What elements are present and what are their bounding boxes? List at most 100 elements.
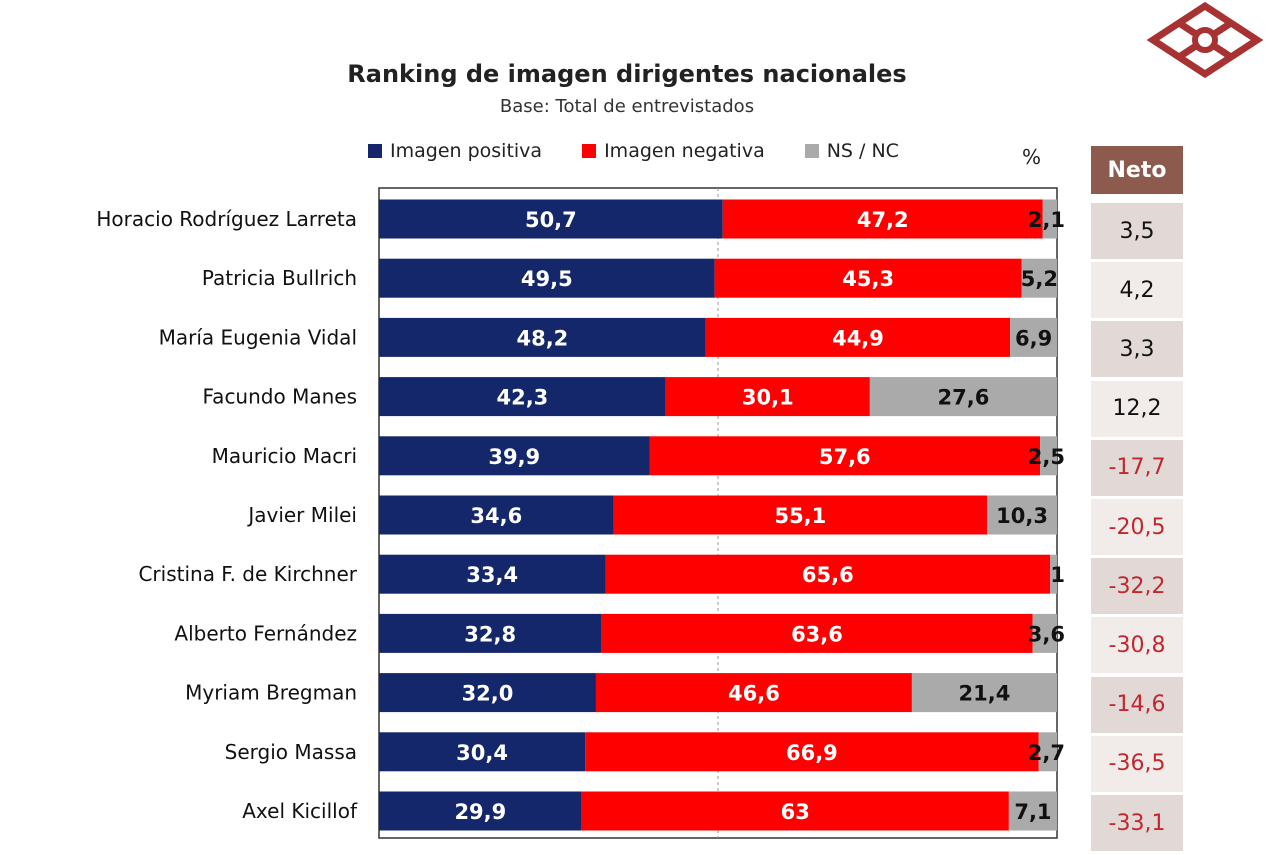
bar-segment	[379, 673, 596, 713]
bar-segment	[581, 791, 1009, 831]
data-label: 45,3	[842, 267, 894, 291]
neto-cell: -30,8	[1091, 617, 1183, 674]
data-label: 30,1	[742, 386, 794, 410]
data-label: 1	[1050, 563, 1065, 587]
category-label: Mauricio Macri	[212, 444, 357, 468]
data-label: 34,6	[470, 504, 522, 528]
data-label: 47,2	[857, 208, 909, 232]
category-label: Patricia Bullrich	[202, 266, 357, 290]
category-label: Sergio Massa	[225, 740, 357, 764]
data-label: 63	[781, 800, 810, 824]
data-label: 33,4	[466, 563, 518, 587]
data-label: 66,9	[786, 741, 838, 765]
legend-label-negative: Imagen negativa	[604, 140, 765, 162]
bar-segment	[1040, 436, 1057, 476]
bar-segment	[585, 732, 1039, 772]
neto-cell: 3,5	[1091, 203, 1183, 259]
legend-label-nsnc: NS / NC	[826, 140, 899, 162]
percent-unit-label: %	[1022, 145, 1042, 169]
bar-segment	[1032, 613, 1057, 653]
bar-segment	[595, 673, 912, 713]
category-label: Cristina F. de Kirchner	[138, 562, 357, 586]
data-label: 63,6	[791, 622, 843, 646]
legend-swatch-nsnc	[804, 144, 819, 158]
chart-title: Ranking de imagen dirigentes nacionales	[347, 60, 907, 88]
data-label: 3,6	[1028, 622, 1065, 646]
legend-swatch-positive	[368, 144, 382, 158]
data-label: 32,0	[462, 682, 514, 706]
bar-segment	[379, 317, 706, 357]
legend: Imagen positiva Imagen negativa NS / NC	[368, 140, 939, 162]
data-label: 29,9	[454, 800, 506, 824]
neto-cell: 4,2	[1091, 262, 1183, 319]
bar-segment	[722, 199, 1043, 239]
category-label: Horacio Rodríguez Larreta	[96, 207, 357, 231]
bar-segment	[911, 673, 1057, 713]
legend-item-negative: Imagen negativa	[582, 140, 765, 162]
bar-segment	[1021, 258, 1057, 298]
neto-cell: -33,1	[1091, 795, 1183, 851]
data-label: 39,9	[488, 445, 540, 469]
data-label: 42,3	[496, 386, 548, 410]
data-label: 46,6	[728, 682, 780, 706]
data-label: 27,6	[938, 386, 990, 410]
diamond-lattice-logo	[1146, 1, 1264, 79]
category-label: Axel Kicillof	[242, 799, 358, 823]
bar-segment	[613, 495, 988, 535]
data-label: 5,2	[1021, 267, 1058, 291]
data-label: 6,9	[1015, 326, 1052, 350]
bar-segment	[1038, 732, 1057, 772]
data-label: 2,1	[1028, 208, 1065, 232]
category-label: Myriam Bregman	[185, 681, 357, 705]
neto-cell: -20,5	[1091, 499, 1183, 555]
data-label: 10,3	[996, 504, 1048, 528]
bar-segment	[714, 258, 1022, 298]
data-label: 7,1	[1014, 800, 1051, 824]
bar-segment	[1050, 554, 1057, 594]
neto-cell: -14,6	[1091, 676, 1183, 733]
data-label: 44,9	[832, 326, 884, 350]
legend-label-positive: Imagen positiva	[390, 140, 543, 162]
bar-segment	[705, 317, 1011, 357]
legend-item-positive: Imagen positiva	[368, 140, 542, 162]
data-label: 50,7	[525, 208, 577, 232]
bar-segment	[1010, 317, 1057, 357]
bar-segment	[869, 377, 1057, 417]
data-label: 30,4	[456, 741, 508, 765]
data-label: 65,6	[802, 563, 854, 587]
bar-segment	[379, 732, 586, 772]
bar-segment	[379, 495, 614, 535]
category-label: Alberto Fernández	[174, 621, 357, 645]
bar-segment	[379, 791, 582, 831]
category-label: Javier Milei	[246, 503, 357, 527]
neto-cell: -17,7	[1091, 439, 1183, 496]
bar-segment	[665, 377, 870, 417]
bar-segment	[987, 495, 1057, 535]
legend-swatch-negative	[582, 144, 597, 158]
neto-cell: 3,3	[1091, 321, 1183, 378]
bar-segment	[379, 554, 606, 594]
neto-cell: 12,2	[1091, 380, 1183, 437]
bar-segment	[605, 554, 1051, 594]
category-label: María Eugenia Vidal	[159, 325, 357, 349]
data-label: 2,5	[1028, 445, 1065, 469]
bar-segment	[1042, 199, 1057, 239]
neto-cell: -36,5	[1091, 735, 1183, 792]
stacked-bar-chart: Horacio Rodríguez Larreta 50,7 47,2 2,1 Patr…	[96, 187, 1065, 839]
category-label: Facundo Manes	[203, 385, 357, 409]
neto-cell: -32,2	[1091, 558, 1183, 615]
data-label: 48,2	[516, 326, 568, 350]
data-label: 2,7	[1028, 741, 1065, 765]
bar-segment	[601, 613, 1033, 653]
bar-segment	[379, 377, 666, 417]
bar-segment	[379, 436, 650, 476]
data-label: 49,5	[521, 267, 573, 291]
bar-segment	[1008, 791, 1057, 831]
legend-item-nsnc: NS / NC	[804, 140, 899, 162]
bar-segment	[379, 258, 715, 298]
chart-subtitle: Base: Total de entrevistados	[499, 96, 755, 117]
bar-segment	[649, 436, 1041, 476]
neto-header: Neto	[1091, 146, 1183, 194]
bar-segment	[379, 613, 602, 653]
data-label: 55,1	[774, 504, 826, 528]
